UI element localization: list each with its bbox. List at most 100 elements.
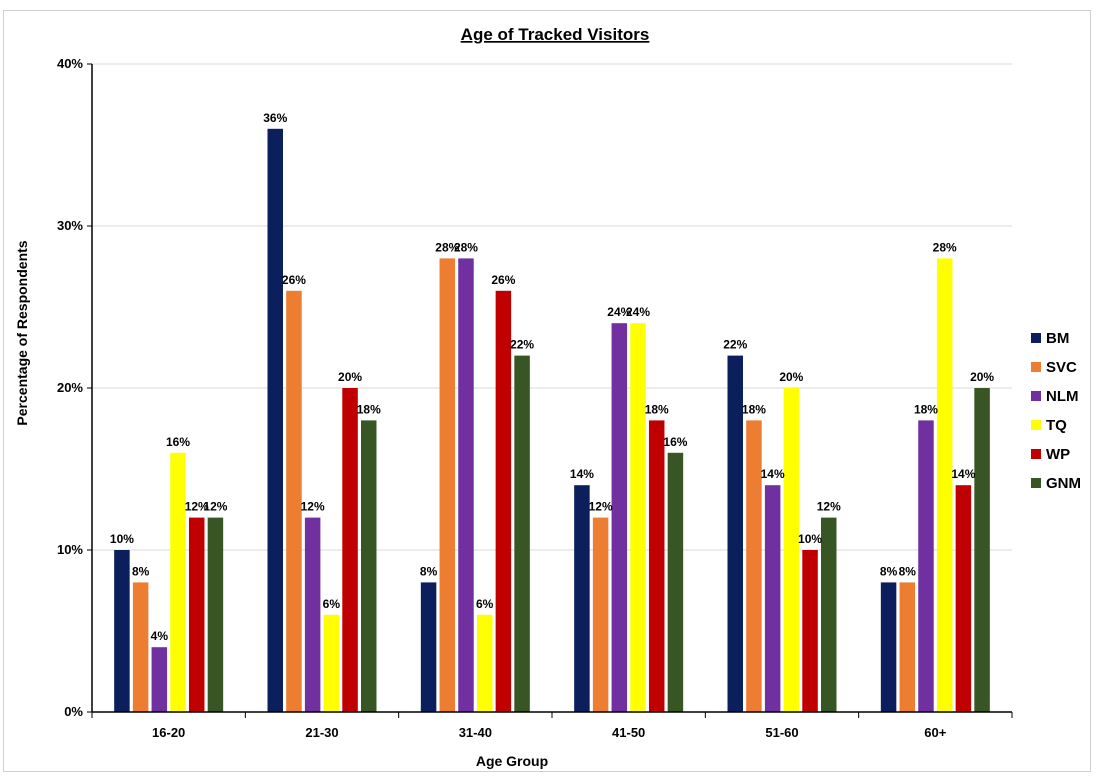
data-label-svc-51-60: 18%: [742, 402, 766, 416]
y-axis-ticks: 0% 10% 20% 30% 40%: [57, 56, 92, 719]
legend-label-nlm: NLM: [1046, 388, 1079, 405]
legend-swatch-nlm: [1031, 391, 1041, 401]
data-label-wp-41-50: 18%: [645, 402, 669, 416]
bar-bm-41-50: [574, 485, 590, 712]
x-tick-label-16-20: 16-20: [152, 725, 185, 740]
data-label-tq-41-50: 24%: [626, 305, 650, 319]
data-label-svc-60+: 8%: [899, 564, 917, 578]
data-label-gnm-31-40: 22%: [510, 338, 534, 352]
data-label-wp-51-60: 10%: [798, 532, 822, 546]
legend-label-gnm: GNM: [1046, 475, 1081, 492]
x-tick-label-41-50: 41-50: [612, 725, 645, 740]
bar-wp-31-40: [495, 290, 512, 712]
data-label-gnm-16-20: 12%: [203, 500, 227, 514]
x-tick-label-51-60: 51-60: [765, 725, 798, 740]
data-label-svc-21-30: 26%: [282, 273, 306, 287]
data-label-svc-41-50: 12%: [589, 500, 613, 514]
bar-bm-60+: [880, 582, 897, 712]
bar-tq-60+: [936, 258, 953, 712]
y-tick-label: 0%: [64, 704, 83, 719]
data-label-gnm-51-60: 12%: [817, 500, 841, 514]
data-label-wp-60+: 14%: [951, 467, 975, 481]
y-tick-label: 20%: [57, 380, 83, 395]
bar-bm-51-60: [727, 355, 743, 712]
data-label-gnm-60+: 20%: [970, 370, 994, 384]
data-label-bm-16-20: 10%: [110, 532, 134, 546]
data-label-bm-41-50: 14%: [570, 467, 594, 481]
bar-nlm-60+: [918, 420, 934, 712]
data-label-tq-31-40: 6%: [476, 597, 494, 611]
bar-nlm-16-20: [151, 647, 168, 712]
bar-wp-21-30: [342, 388, 358, 712]
y-tick-label: 40%: [57, 56, 83, 71]
bar-tq-21-30: [323, 614, 340, 712]
x-tick-label-60+: 60+: [924, 725, 946, 740]
bar-wp-41-50: [648, 420, 665, 712]
data-label-tq-60+: 28%: [933, 240, 957, 254]
chart-title: Age of Tracked Visitors: [461, 25, 650, 44]
data-labels: 10%8%4%16%12%12%36%26%12%6%20%18%8%28%28…: [110, 111, 995, 643]
data-label-wp-16-20: 12%: [185, 500, 209, 514]
y-tick-label: 10%: [57, 542, 83, 557]
legend-swatch-gnm: [1031, 478, 1041, 488]
data-label-wp-21-30: 20%: [338, 370, 362, 384]
bar-svc-21-30: [286, 290, 302, 712]
bar-svc-51-60: [746, 420, 762, 712]
bar-bm-16-20: [114, 550, 130, 712]
bar-wp-16-20: [188, 517, 205, 712]
bar-gnm-60+: [974, 388, 990, 712]
data-label-nlm-41-50: 24%: [607, 305, 631, 319]
bar-svc-16-20: [132, 582, 149, 712]
bar-bm-21-30: [267, 128, 283, 713]
data-label-tq-16-20: 16%: [166, 435, 190, 449]
bar-svc-31-40: [439, 258, 456, 712]
x-axis-ticks: 16-20 21-30 31-40 41-50 51-60 60+: [91, 712, 1013, 740]
legend-swatch-svc: [1031, 362, 1041, 372]
bar-svc-41-50: [592, 517, 609, 712]
bar-tq-51-60: [783, 388, 800, 712]
legend-label-tq: TQ: [1046, 417, 1067, 434]
bar-gnm-51-60: [821, 517, 837, 712]
data-label-nlm-51-60: 14%: [761, 467, 785, 481]
bar-tq-31-40: [476, 614, 493, 712]
bar-gnm-16-20: [207, 517, 224, 712]
bar-nlm-41-50: [611, 323, 628, 712]
data-label-bm-21-30: 36%: [263, 111, 287, 125]
bar-gnm-41-50: [667, 452, 684, 712]
data-label-svc-16-20: 8%: [132, 564, 150, 578]
data-label-bm-31-40: 8%: [420, 564, 438, 578]
bar-nlm-51-60: [764, 485, 781, 712]
legend-swatch-wp: [1031, 449, 1041, 459]
data-label-nlm-31-40: 28%: [454, 240, 478, 254]
bar-wp-60+: [955, 485, 972, 712]
bar-tq-41-50: [630, 323, 646, 712]
bar-bm-31-40: [420, 582, 437, 712]
y-tick-label: 30%: [57, 218, 83, 233]
legend-label-wp: WP: [1046, 446, 1070, 463]
legend-label-bm: BM: [1046, 330, 1069, 347]
bar-nlm-21-30: [304, 517, 321, 712]
gridlines: [92, 63, 1012, 551]
legend-swatch-bm: [1031, 333, 1041, 343]
data-label-nlm-21-30: 12%: [301, 500, 325, 514]
data-label-wp-31-40: 26%: [491, 273, 515, 287]
bar-gnm-31-40: [514, 355, 530, 712]
x-tick-label-31-40: 31-40: [459, 725, 492, 740]
bar-wp-51-60: [802, 550, 818, 712]
data-label-bm-60+: 8%: [880, 564, 898, 578]
bar-gnm-21-30: [361, 420, 377, 712]
data-label-tq-51-60: 20%: [779, 370, 803, 384]
y-axis-label: Percentage of Respondents: [14, 240, 30, 425]
bar-tq-16-20: [170, 452, 186, 712]
data-label-gnm-21-30: 18%: [357, 402, 381, 416]
bars: [114, 128, 990, 713]
bar-svc-60+: [899, 582, 916, 712]
x-axis-label: Age Group: [476, 753, 548, 769]
data-label-gnm-41-50: 16%: [663, 435, 687, 449]
legend: BM SVC NLM TQ WP GNM: [1031, 330, 1081, 492]
data-label-nlm-16-20: 4%: [151, 629, 169, 643]
bar-nlm-31-40: [458, 258, 474, 712]
data-label-bm-51-60: 22%: [723, 338, 747, 352]
data-label-nlm-60+: 18%: [914, 402, 938, 416]
